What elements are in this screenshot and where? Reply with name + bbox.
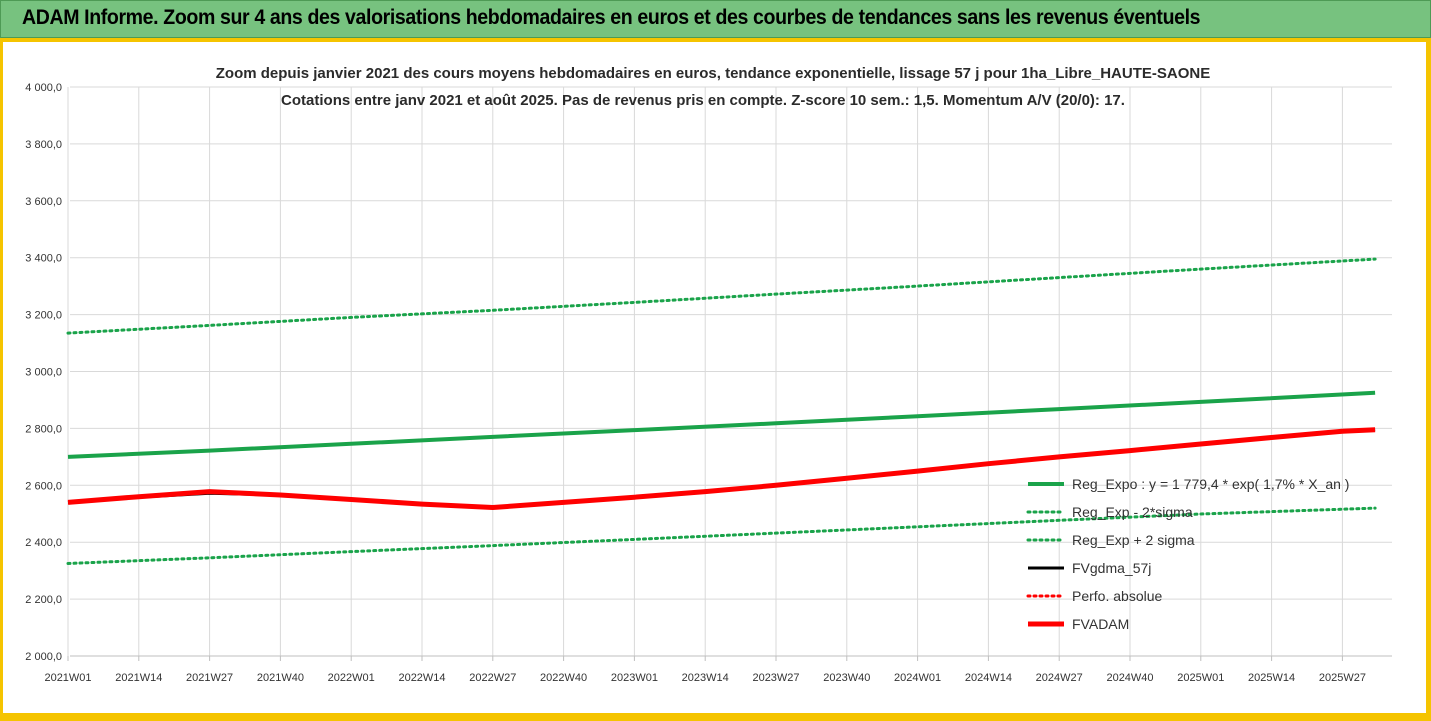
chart-title-line-1: Zoom depuis janvier 2021 des cours moyen… <box>216 65 1210 82</box>
series-line-1 <box>66 506 1377 565</box>
x-tick-label: 2022W14 <box>398 672 445 684</box>
y-tick-label: 3 000,0 <box>25 367 62 379</box>
x-tick-label: 2024W14 <box>965 672 1012 684</box>
legend-label-2: Reg_Exp + 2 sigma <box>1072 532 1195 548</box>
y-tick-label: 3 400,0 <box>25 253 62 265</box>
report-title: ADAM Informe. Zoom sur 4 ans des valoris… <box>22 6 1201 29</box>
frame-top <box>0 38 1431 42</box>
x-tick-label: 2023W40 <box>823 672 870 684</box>
x-tick-label: 2024W40 <box>1106 672 1153 684</box>
y-tick-label: 2 000,0 <box>25 651 62 663</box>
y-tick-label: 3 600,0 <box>25 196 62 208</box>
legend-label-4: Perfo. absolue <box>1072 588 1162 604</box>
x-tick-label: 2024W01 <box>894 672 941 684</box>
legend-label-0: Reg_Expo : y = 1 779,4 * exp( 1,7% * X_a… <box>1072 476 1349 492</box>
series-line-2 <box>66 257 1377 335</box>
x-tick-label: 2025W27 <box>1319 672 1366 684</box>
report-banner: ADAM Informe. Zoom sur 4 ans des valoris… <box>0 0 1431 38</box>
axes: 2 000,0 2 200,0 2 400,0 2 600,0 2 800,0 3 000… <box>25 82 1392 684</box>
frame-right <box>1426 38 1431 721</box>
x-tick-label: 2023W01 <box>611 672 658 684</box>
legend-label-3: FVgdma_57j <box>1072 560 1151 576</box>
y-tick-label: 2 400,0 <box>25 537 62 549</box>
x-tick-label: 2023W27 <box>752 672 799 684</box>
y-tick-label: 2 600,0 <box>25 480 62 492</box>
grid <box>67 86 1392 656</box>
x-tick-label: 2021W27 <box>186 672 233 684</box>
legend-label-1: Reg_Exp - 2*sigma <box>1072 504 1193 520</box>
y-tick-label: 3 800,0 <box>25 139 62 151</box>
x-tick-label: 2022W27 <box>469 672 516 684</box>
x-tick-label: 2022W40 <box>540 672 587 684</box>
chart-title-line-2: Cotations entre janv 2021 et août 2025. … <box>281 92 1125 109</box>
y-tick-label: 2 200,0 <box>25 594 62 606</box>
series-line-5 <box>67 427 1376 510</box>
x-tick-label: 2025W01 <box>1177 672 1224 684</box>
y-tick-label: 2 800,0 <box>25 423 62 435</box>
series <box>66 257 1377 565</box>
x-tick-label: 2021W01 <box>44 672 91 684</box>
x-tick-label: 2021W14 <box>115 672 162 684</box>
series-line-0 <box>67 390 1376 459</box>
x-tick-label: 2021W40 <box>257 672 304 684</box>
frame-bottom <box>0 713 1431 721</box>
legend: Reg_Expo : y = 1 779,4 * exp( 1,7% * X_a… <box>1026 476 1349 632</box>
y-tick-label: 4 000,0 <box>25 82 62 94</box>
x-tick-label: 2023W14 <box>682 672 729 684</box>
x-tick-label: 2022W01 <box>328 672 375 684</box>
legend-label-5: FVADAM <box>1072 616 1129 632</box>
x-tick-label: 2025W14 <box>1248 672 1295 684</box>
y-tick-label: 3 200,0 <box>25 310 62 322</box>
x-tick-label: 2024W27 <box>1036 672 1083 684</box>
frame-left <box>0 38 3 721</box>
